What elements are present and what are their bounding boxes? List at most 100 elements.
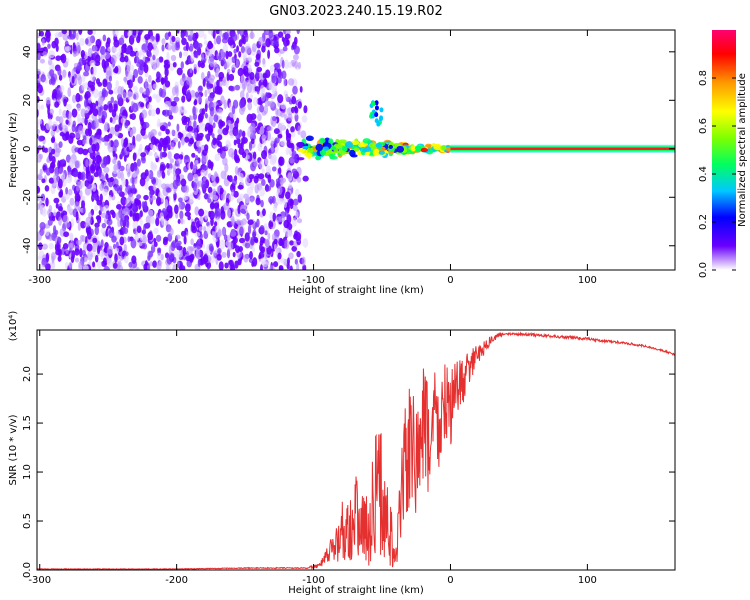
noise-blob — [41, 178, 46, 184]
noise-blob — [208, 49, 213, 57]
noise-blob — [115, 230, 121, 239]
noise-blob — [155, 33, 159, 43]
signal-blob — [374, 118, 379, 124]
noise-blob — [176, 67, 183, 76]
noise-blob — [242, 65, 249, 76]
noise-blob — [143, 223, 147, 234]
noise-blob — [148, 51, 152, 58]
noise-blob — [246, 113, 253, 124]
noise-blob — [238, 147, 245, 156]
noise-blob — [267, 49, 271, 59]
noise-blob — [167, 151, 172, 160]
noise-blob — [55, 55, 62, 61]
snr-y-label: SNR (10 * v/v) — [8, 414, 19, 485]
noise-blob — [216, 35, 222, 45]
noise-blob — [259, 125, 265, 135]
noise-blob — [58, 216, 62, 226]
noise-blob — [115, 80, 120, 88]
noise-blob — [204, 144, 209, 152]
noise-blob — [53, 173, 60, 184]
noise-blob — [208, 30, 213, 35]
noise-blob — [120, 117, 126, 124]
noise-blob — [155, 58, 160, 68]
noise-blob — [231, 218, 235, 227]
noise-blob — [116, 264, 124, 270]
noise-blob — [99, 206, 104, 212]
noise-blob — [198, 136, 203, 141]
signal-blob — [414, 145, 422, 152]
noise-blob — [130, 64, 134, 72]
noise-blob — [156, 71, 161, 77]
noise-blob — [87, 175, 92, 182]
noise-blob — [257, 113, 262, 122]
noise-blob — [108, 75, 113, 82]
noise-blob — [55, 115, 60, 122]
noise-blob — [189, 44, 194, 53]
noise-blob — [259, 159, 264, 170]
noise-blob — [180, 61, 185, 69]
noise-blob — [186, 246, 193, 256]
noise-blob — [99, 183, 105, 192]
noise-blob — [173, 153, 181, 160]
noise-blob — [52, 121, 58, 127]
noise-blob — [197, 193, 201, 201]
noise-blob — [68, 158, 75, 169]
noise-blob — [226, 248, 231, 259]
noise-blob — [131, 176, 135, 185]
x-tick-label: 0 — [447, 575, 453, 586]
noise-blob — [131, 126, 137, 134]
noise-blob — [76, 139, 83, 146]
noise-blob — [207, 198, 212, 204]
noise-blob — [285, 128, 289, 137]
noise-blob — [39, 30, 45, 37]
noise-blob — [202, 254, 209, 264]
noise-blob — [259, 225, 265, 234]
noise-blob — [106, 218, 113, 226]
noise-blob — [132, 203, 136, 210]
noise-blob — [174, 42, 181, 51]
noise-blob — [274, 137, 280, 144]
noise-blob — [139, 177, 146, 187]
noise-blob — [117, 219, 121, 228]
noise-blob — [260, 88, 264, 99]
noise-blob — [288, 146, 292, 156]
noise-blob — [142, 242, 148, 250]
noise-blob — [82, 265, 89, 270]
signal-blob — [296, 141, 304, 148]
colorbar-tick-label: 0.6 — [698, 118, 709, 134]
noise-blob — [92, 65, 97, 76]
noise-blob — [260, 264, 263, 270]
noise-blob — [90, 166, 95, 172]
noise-blob — [186, 76, 193, 86]
snr-y-ticks: 0.0 0.5 1.0 1.5 2.0 — [22, 366, 675, 578]
noise-blob — [227, 241, 234, 251]
noise-blob — [207, 186, 213, 194]
noise-blob — [170, 241, 176, 252]
noise-blob — [237, 184, 244, 190]
noise-blob — [81, 83, 86, 91]
noise-blob — [269, 265, 275, 270]
noise-blob — [261, 149, 268, 160]
noise-blob — [166, 187, 172, 193]
noise-blob — [203, 33, 207, 40]
noise-blob — [186, 89, 191, 100]
noise-blob — [161, 44, 165, 52]
noise-blob — [82, 148, 89, 156]
noise-blob — [203, 209, 209, 220]
noise-blob — [249, 251, 253, 260]
noise-blob — [136, 158, 141, 167]
noise-blob — [248, 141, 253, 151]
noise-blob — [180, 32, 185, 39]
noise-blob — [262, 138, 267, 146]
noise-blob — [178, 201, 182, 210]
y-tick-label: -40 — [22, 238, 33, 254]
noise-blob — [71, 123, 76, 133]
noise-blob — [281, 36, 285, 43]
noise-blob — [271, 119, 277, 127]
noise-blob — [74, 193, 81, 202]
noise-blob — [160, 77, 165, 85]
noise-blob — [141, 157, 146, 164]
noise-blob — [241, 130, 246, 138]
noise-blob — [268, 30, 274, 39]
